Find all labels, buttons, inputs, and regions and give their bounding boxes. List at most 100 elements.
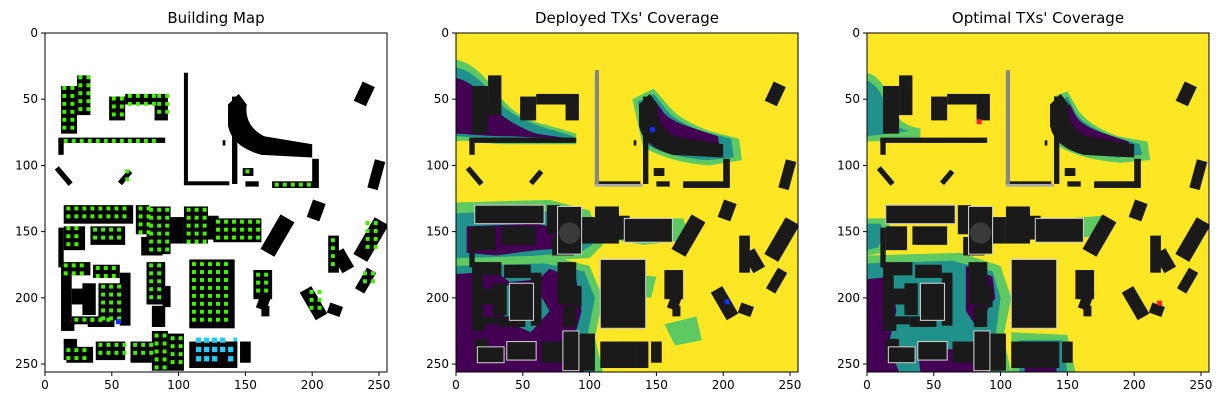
x-tick-label: 50 — [515, 378, 530, 392]
candidate-point — [74, 348, 79, 353]
candidate-point — [82, 356, 87, 361]
x-tick-label: 50 — [926, 378, 941, 392]
candidate-point — [106, 206, 111, 211]
candidate-point — [215, 309, 221, 314]
candidate-point — [79, 138, 84, 143]
tx-marker — [115, 319, 121, 325]
candidate-point — [207, 317, 212, 322]
highlight-points — [195, 337, 238, 362]
candidate-point — [133, 342, 138, 347]
candidate-point — [95, 266, 100, 271]
candidate-point — [111, 112, 116, 117]
candidate-point — [149, 295, 154, 300]
candidate-point — [70, 125, 75, 130]
candidate-point — [87, 138, 92, 143]
x-tick-label: 150 — [1056, 378, 1079, 392]
candidate-point — [215, 285, 221, 290]
candidate-point — [86, 83, 91, 88]
candidate-point — [149, 279, 154, 284]
candidate-point — [199, 277, 204, 282]
candidate-point — [122, 350, 127, 355]
candidate-point — [240, 227, 245, 232]
candidate-point — [66, 226, 71, 231]
candidate-point — [165, 101, 170, 106]
candidate-point — [82, 317, 87, 322]
candidate-point — [86, 91, 91, 96]
y-tick-label: 100 — [837, 158, 860, 172]
candidate-point — [109, 316, 114, 321]
panel-deployed-coverage: Deployed TXs' Coverage — [426, 9, 801, 392]
candidate-point — [135, 93, 140, 98]
candidate-point — [66, 242, 71, 247]
candidate-point — [191, 277, 196, 282]
candidate-point — [373, 221, 378, 226]
candidate-point — [71, 263, 76, 268]
candidate-point — [154, 333, 159, 338]
candidate-point — [86, 75, 91, 80]
candidate-point — [256, 219, 261, 224]
x-tick-label: 0 — [452, 378, 460, 392]
coverage-map — [867, 70, 1209, 372]
candidate-point — [154, 365, 159, 370]
candidate-point — [215, 227, 221, 232]
candidate-point — [202, 231, 207, 236]
candidate-point — [66, 234, 71, 239]
candidate-point — [317, 297, 322, 302]
candidate-point — [111, 104, 116, 109]
candidate-point — [157, 109, 162, 114]
candidate-point — [78, 75, 83, 80]
candidate-point — [365, 228, 370, 233]
candidate-point — [256, 227, 261, 232]
candidate-point — [138, 222, 143, 227]
tx-marker — [1157, 300, 1163, 306]
y-tick-label: 0 — [30, 26, 38, 40]
y-tick-label: 100 — [15, 158, 38, 172]
candidate-point — [127, 138, 132, 143]
candidate-point — [162, 333, 167, 338]
candidate-point — [63, 271, 68, 276]
candidate-point — [191, 301, 196, 306]
candidate-point — [186, 215, 191, 220]
candidate-point — [98, 342, 103, 347]
candidate-point — [149, 223, 154, 228]
candidate-point — [232, 219, 237, 224]
candidate-point — [330, 238, 335, 243]
candidate-point — [202, 207, 207, 212]
candidate-point — [95, 274, 100, 278]
candidate-point — [138, 206, 143, 211]
candidate-point — [202, 215, 207, 220]
candidate-point — [62, 117, 67, 122]
candidate-point — [215, 293, 221, 298]
candidate-point — [66, 206, 71, 211]
candidate-point — [191, 262, 196, 267]
candidate-point — [199, 293, 204, 298]
candidate-point — [74, 234, 79, 239]
candidate-point — [215, 277, 221, 282]
candidate-point — [125, 169, 130, 174]
candidate-point — [101, 284, 106, 289]
candidate-point — [165, 231, 170, 236]
candidate-point — [125, 177, 130, 182]
candidate-point — [71, 271, 76, 276]
candidate-point — [224, 285, 229, 290]
candidate-point — [191, 270, 196, 275]
candidate-point — [309, 289, 314, 294]
candidate-point — [143, 138, 148, 143]
candidate-point — [154, 349, 159, 354]
candidate-point — [106, 342, 111, 347]
candidate-point — [248, 227, 253, 232]
y-tick-label: 150 — [15, 225, 38, 239]
candidate-point — [79, 271, 84, 276]
candidate-point — [109, 308, 114, 313]
candidate-point — [66, 348, 71, 353]
candidate-point — [146, 214, 151, 219]
candidate-point — [373, 228, 378, 233]
candidate-point — [199, 270, 204, 275]
candidate-point — [224, 235, 229, 240]
candidate-point — [157, 295, 162, 300]
x-tick-label: 150 — [234, 378, 257, 392]
candidate-point — [103, 274, 108, 278]
panel-optimal-coverage: Optimal TXs' Coverage — [837, 9, 1212, 392]
